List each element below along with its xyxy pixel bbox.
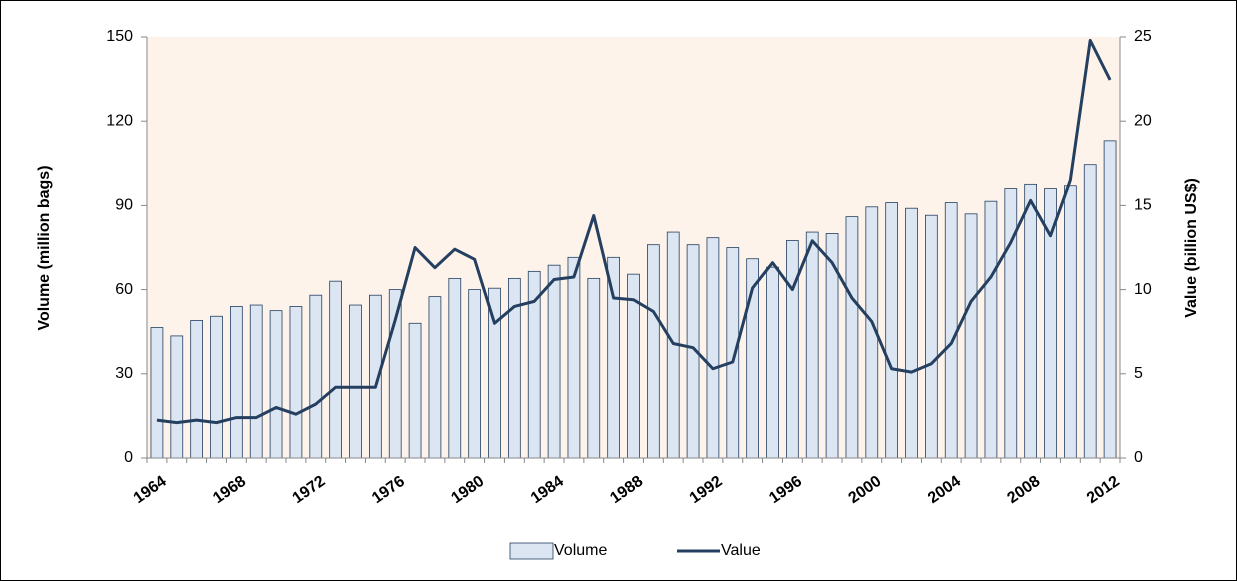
bar xyxy=(925,214,938,459)
bar xyxy=(885,202,899,459)
bar xyxy=(964,213,978,459)
bar xyxy=(647,244,660,459)
bar xyxy=(408,322,422,459)
y2-tick-label: 5 xyxy=(1134,365,1143,382)
bar xyxy=(845,216,859,459)
bar xyxy=(805,231,819,459)
bar xyxy=(547,264,561,459)
bar xyxy=(150,327,164,459)
bar xyxy=(726,247,740,459)
y-axis-title: Volume (million bags) xyxy=(36,165,53,330)
legend-swatch xyxy=(509,542,554,560)
bar xyxy=(567,256,581,459)
bar xyxy=(1103,140,1117,459)
y2-tick-label: 20 xyxy=(1134,112,1152,129)
bar xyxy=(170,335,184,459)
y2-tick-label: 15 xyxy=(1134,197,1152,214)
bar xyxy=(587,277,601,459)
bar xyxy=(607,256,621,459)
y-tick-label: 90 xyxy=(115,197,133,214)
bar xyxy=(766,266,779,459)
bar xyxy=(349,304,362,459)
line xyxy=(156,38,1112,425)
bar xyxy=(329,280,342,459)
y2-tick-label: 0 xyxy=(1134,449,1143,466)
bar xyxy=(1083,164,1097,459)
bar xyxy=(944,202,958,459)
bar xyxy=(1064,185,1077,459)
bar xyxy=(706,237,720,459)
bar xyxy=(1024,183,1037,459)
legend-label: Value xyxy=(721,542,761,559)
bar xyxy=(289,306,303,459)
y-tick-label: 150 xyxy=(106,28,133,45)
bar xyxy=(309,294,323,459)
legend-label: Volume xyxy=(554,542,607,559)
bar xyxy=(229,306,243,459)
bar xyxy=(1004,188,1018,459)
y-tick-label: 120 xyxy=(106,112,133,129)
y-tick-label: 30 xyxy=(115,365,133,382)
bar xyxy=(786,240,799,459)
bar xyxy=(984,200,998,459)
y2-tick-label: 25 xyxy=(1134,28,1152,45)
bar xyxy=(249,304,263,459)
bar xyxy=(468,289,481,459)
bar xyxy=(428,296,442,459)
y2-tick-label: 10 xyxy=(1134,281,1152,298)
y-tick-label: 0 xyxy=(124,449,133,466)
bar xyxy=(210,315,223,459)
bar xyxy=(448,277,462,459)
y-tick-label: 60 xyxy=(115,281,133,298)
bar xyxy=(905,207,918,459)
bar xyxy=(190,320,204,459)
bar xyxy=(269,310,283,459)
y2-axis-title: Value (billion US$) xyxy=(1183,178,1200,318)
